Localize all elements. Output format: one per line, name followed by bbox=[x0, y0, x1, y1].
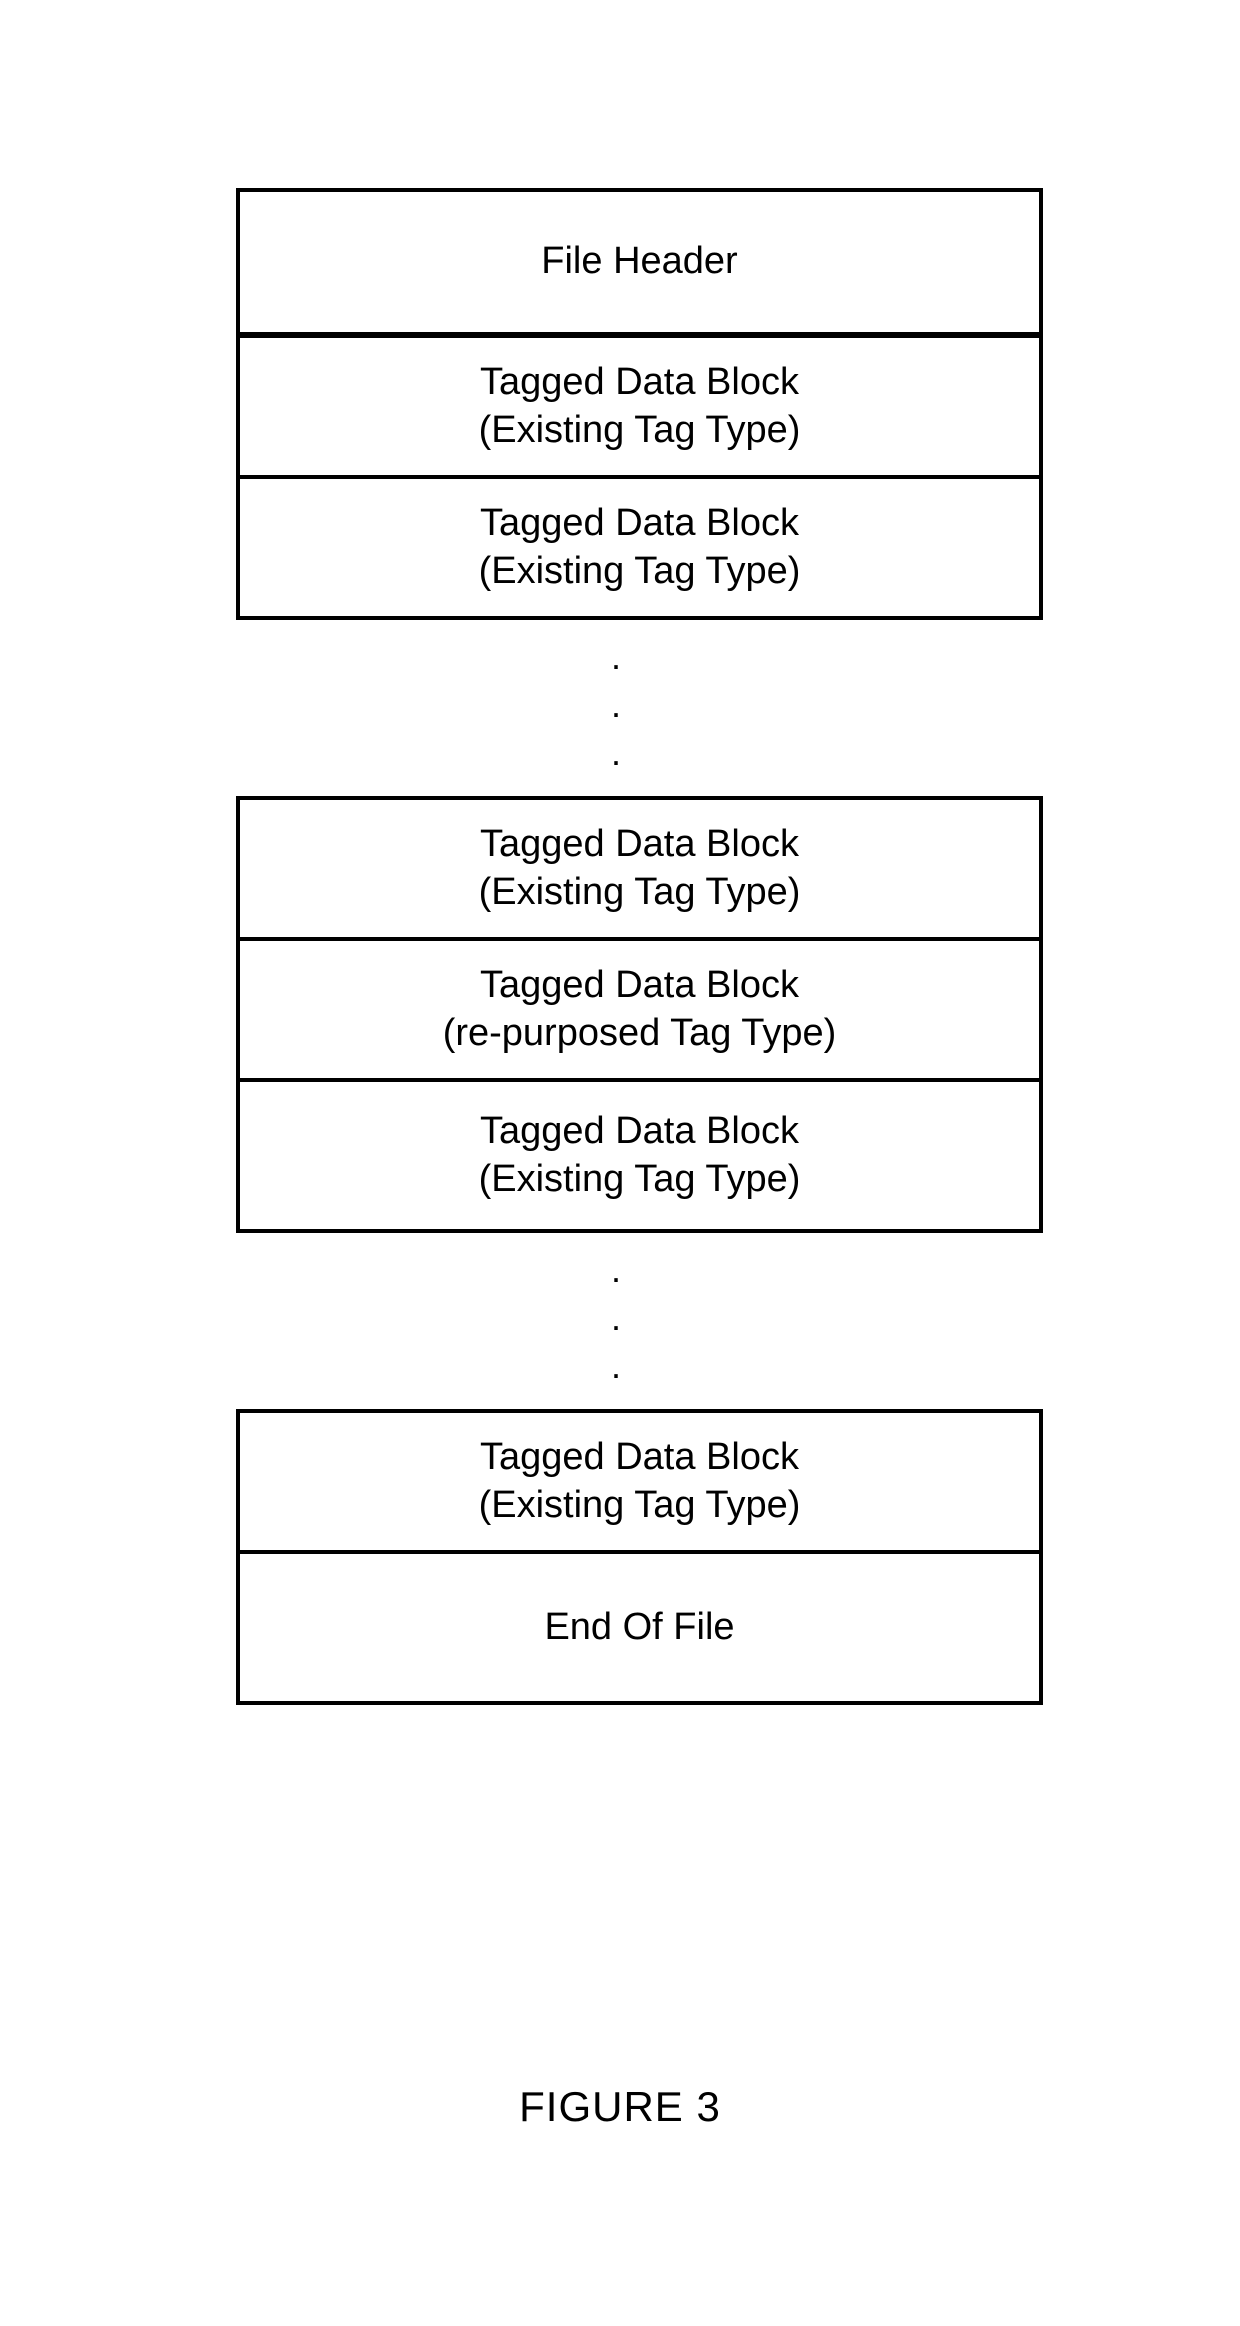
figure-caption: FIGURE 3 bbox=[0, 2083, 1240, 2131]
dot-icon: . bbox=[611, 1343, 1043, 1391]
vertical-ellipsis: . . . bbox=[236, 634, 1043, 778]
block-end-of-file: End Of File bbox=[236, 1550, 1043, 1705]
dot-icon: . bbox=[611, 730, 1043, 778]
block-tagged-repurposed: Tagged Data Block (re-purposed Tag Type) bbox=[236, 937, 1043, 1082]
block-sublabel: (Existing Tag Type) bbox=[479, 869, 801, 917]
block-sublabel: (Existing Tag Type) bbox=[479, 1156, 801, 1204]
block-sublabel: (Existing Tag Type) bbox=[479, 1482, 801, 1530]
block-sublabel: (re-purposed Tag Type) bbox=[443, 1010, 837, 1058]
block-label: Tagged Data Block bbox=[480, 962, 799, 1010]
file-structure-diagram: File Header Tagged Data Block (Existing … bbox=[236, 188, 1043, 1705]
block-tagged-existing: Tagged Data Block (Existing Tag Type) bbox=[236, 1409, 1043, 1554]
dot-icon: . bbox=[611, 634, 1043, 682]
block-tagged-existing: Tagged Data Block (Existing Tag Type) bbox=[236, 334, 1043, 479]
block-tagged-existing: Tagged Data Block (Existing Tag Type) bbox=[236, 796, 1043, 941]
page: File Header Tagged Data Block (Existing … bbox=[0, 0, 1240, 2326]
block-tagged-existing: Tagged Data Block (Existing Tag Type) bbox=[236, 1078, 1043, 1233]
block-sublabel: (Existing Tag Type) bbox=[479, 548, 801, 596]
block-label: Tagged Data Block bbox=[480, 1434, 799, 1482]
block-label: Tagged Data Block bbox=[480, 359, 799, 407]
block-label: Tagged Data Block bbox=[480, 821, 799, 869]
block-label: End Of File bbox=[544, 1604, 734, 1652]
block-file-header: File Header bbox=[236, 188, 1043, 338]
block-tagged-existing: Tagged Data Block (Existing Tag Type) bbox=[236, 475, 1043, 620]
vertical-ellipsis: . . . bbox=[236, 1247, 1043, 1391]
block-label: Tagged Data Block bbox=[480, 1108, 799, 1156]
block-label: File Header bbox=[541, 238, 737, 286]
dot-icon: . bbox=[611, 682, 1043, 730]
dot-icon: . bbox=[611, 1247, 1043, 1295]
dot-icon: . bbox=[611, 1295, 1043, 1343]
block-sublabel: (Existing Tag Type) bbox=[479, 407, 801, 455]
block-label: Tagged Data Block bbox=[480, 500, 799, 548]
